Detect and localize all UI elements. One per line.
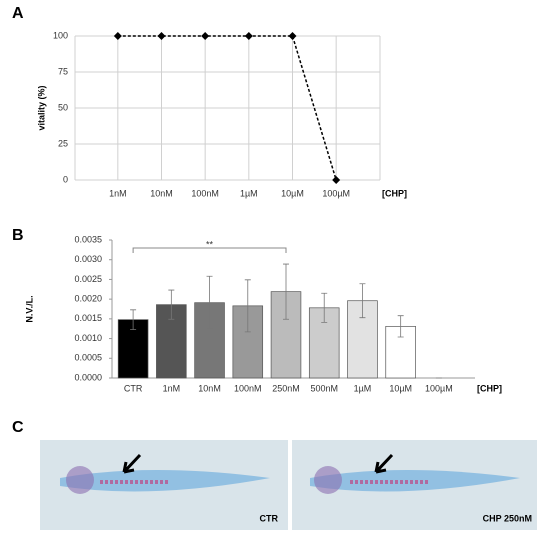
x-tick-label: 250nM: [272, 383, 300, 393]
x-unit-label: [CHP]: [477, 383, 502, 393]
panel-label: C: [12, 419, 24, 436]
error-bar: [321, 292, 328, 323]
y-tick-label: 0.0020: [74, 294, 102, 304]
y-tick-label: 0.0015: [74, 313, 102, 323]
x-tick-label: 100µM: [322, 188, 350, 198]
image-label: CTR: [260, 513, 279, 523]
y-tick-label: 0.0010: [74, 333, 102, 343]
significance-bracket: [132, 247, 287, 253]
x-tick-label: 10µM: [389, 383, 412, 393]
x-unit-label: [CHP]: [382, 188, 407, 198]
x-tick-label: 1nM: [109, 188, 127, 198]
x-tick-label: CTR: [124, 383, 143, 393]
x-tick-label: 10nM: [150, 188, 173, 198]
panel-label: B: [12, 227, 24, 244]
data-point: [332, 176, 341, 184]
x-tick-label: 10µM: [281, 188, 304, 198]
y-tick-label: 0.0005: [74, 353, 102, 363]
y-tick-label: 0.0025: [74, 274, 102, 284]
x-tick-label: 100nM: [234, 383, 262, 393]
x-tick-label: 10nM: [198, 383, 221, 393]
data-point: [288, 32, 297, 40]
y-axis-label: N.V./L.: [24, 295, 34, 322]
y-tick-label: 25: [58, 138, 68, 148]
error-bar: [397, 315, 404, 338]
x-tick-label: 1µM: [354, 383, 372, 393]
micrograph: [292, 440, 537, 530]
data-line: [117, 35, 337, 181]
error-bar: [130, 309, 137, 330]
y-tick-label: 50: [58, 102, 68, 112]
y-tick-label: 75: [58, 66, 68, 76]
x-tick-label: 100nM: [191, 188, 219, 198]
y-axis-label: vitality (%): [36, 85, 46, 130]
panel-label: A: [12, 5, 24, 22]
error-bar: [283, 263, 289, 320]
error-bar: [206, 275, 213, 330]
data-point: [244, 32, 253, 40]
data-point: [113, 32, 122, 40]
y-tick-label: 0.0035: [74, 234, 102, 244]
x-tick-label: 1nM: [163, 383, 181, 393]
image-label: CHP 250nM: [483, 513, 532, 523]
significance-label: **: [206, 239, 214, 249]
y-tick-label: 100: [53, 30, 68, 40]
y-tick-label: 0: [63, 174, 68, 184]
micrograph: [40, 440, 288, 530]
x-tick-label: 500nM: [310, 383, 338, 393]
error-bar: [359, 283, 366, 319]
y-tick-label: 0.0030: [74, 254, 102, 264]
error-bar: [168, 289, 175, 320]
error-bar: [244, 279, 251, 333]
data-point: [201, 32, 210, 40]
y-tick-label: 0.0000: [74, 372, 102, 382]
data-point: [157, 32, 166, 40]
x-tick-label: 1µM: [240, 188, 258, 198]
x-tick-label: 100µM: [425, 383, 453, 393]
